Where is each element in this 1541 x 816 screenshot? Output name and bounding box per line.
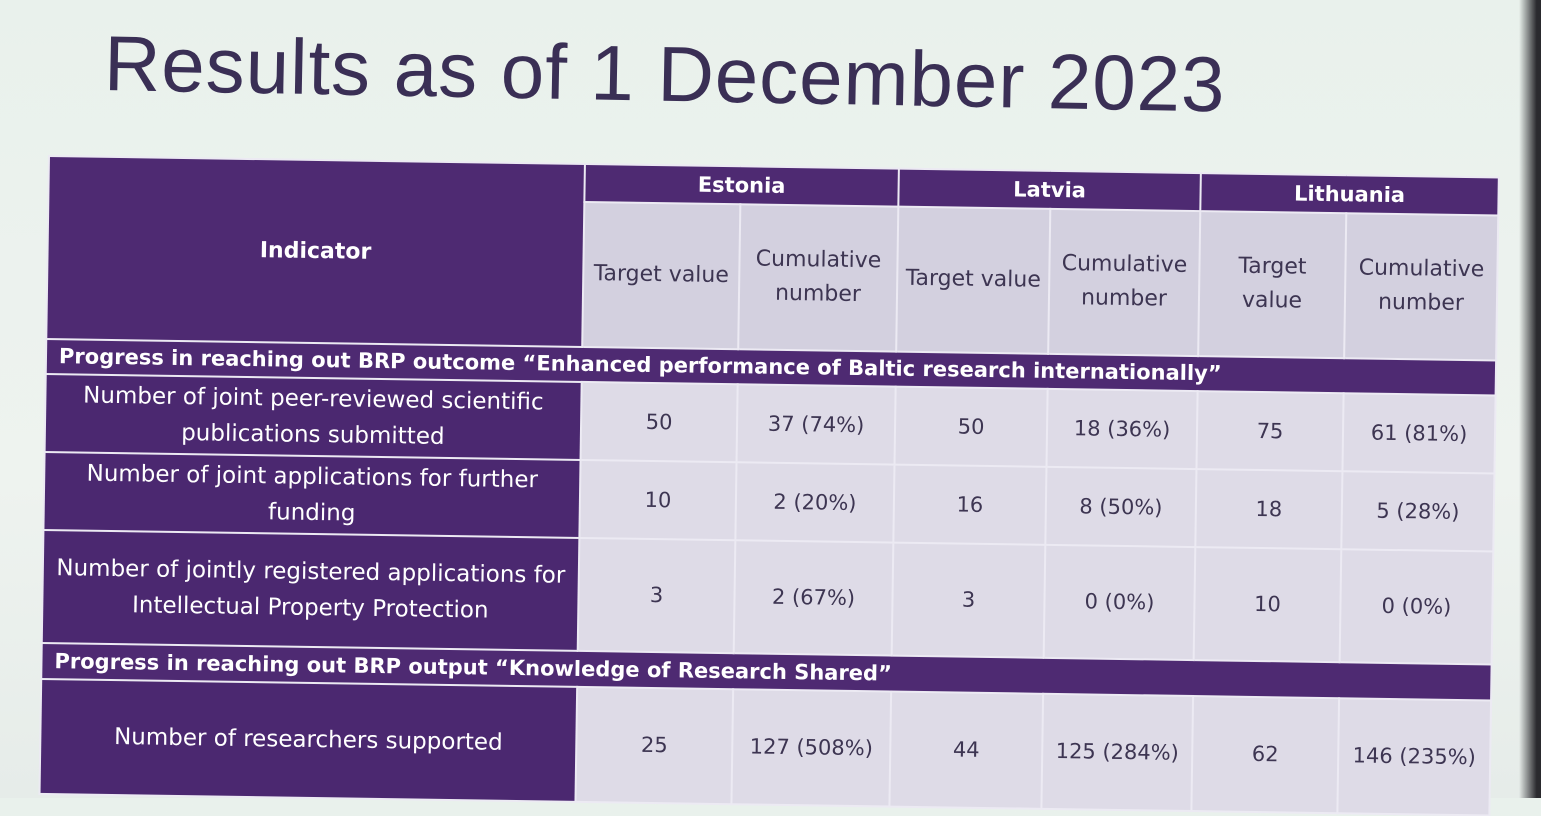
subheader-target-lithuania: Target value [1198,210,1347,358]
value-cell: 25 [575,686,734,805]
value-cell: 10 [579,459,737,540]
value-cell: 3 [891,542,1046,658]
results-table-grid: Indicator Estonia Latvia Lithuania Targe… [39,155,1500,816]
value-cell: 75 [1196,391,1344,472]
value-cell: 50 [894,386,1048,467]
subheader-cumulative-estonia: Cumulative number [738,204,899,352]
value-cell: 125 (284%) [1041,693,1194,812]
value-cell: 44 [889,691,1044,809]
value-cell: 8 (50%) [1045,466,1197,547]
page-title: Results as of 1 December 2023 [103,18,1227,129]
indicator-label: Number of jointly registered application… [41,529,580,651]
subheader-cumulative-latvia: Cumulative number [1048,208,1201,356]
value-cell: 18 [1195,468,1343,549]
value-cell: 5 (28%) [1341,471,1495,552]
country-header-latvia: Latvia [898,168,1201,211]
value-cell: 62 [1191,695,1340,814]
results-table: Indicator Estonia Latvia Lithuania Targe… [39,155,1500,816]
value-cell: 0 (0%) [1339,548,1494,665]
value-cell: 3 [577,537,736,654]
value-cell: 2 (67%) [733,539,894,656]
indicator-label: Number of researchers supported [39,678,578,802]
screen-bezel [1519,0,1541,798]
value-cell: 37 (74%) [736,384,896,465]
value-cell: 127 (508%) [731,688,892,807]
indicator-label: Number of joint applications for further… [43,451,581,538]
subheader-cumulative-lithuania: Cumulative number [1344,213,1499,361]
value-cell: 10 [1193,546,1342,663]
subheader-target-latvia: Target value [896,206,1051,354]
indicator-header: Indicator [46,156,585,347]
subheader-target-estonia: Target value [582,201,741,349]
indicator-label: Number of joint peer-reviewed scientific… [44,374,582,460]
value-cell: 50 [580,382,738,463]
value-cell: 0 (0%) [1043,544,1196,660]
value-cell: 16 [893,464,1047,545]
value-cell: 61 (81%) [1342,393,1496,474]
country-header-lithuania: Lithuania [1200,173,1499,216]
value-cell: 18 (36%) [1046,389,1198,469]
country-header-estonia: Estonia [584,163,899,207]
value-cell: 2 (20%) [735,462,895,543]
